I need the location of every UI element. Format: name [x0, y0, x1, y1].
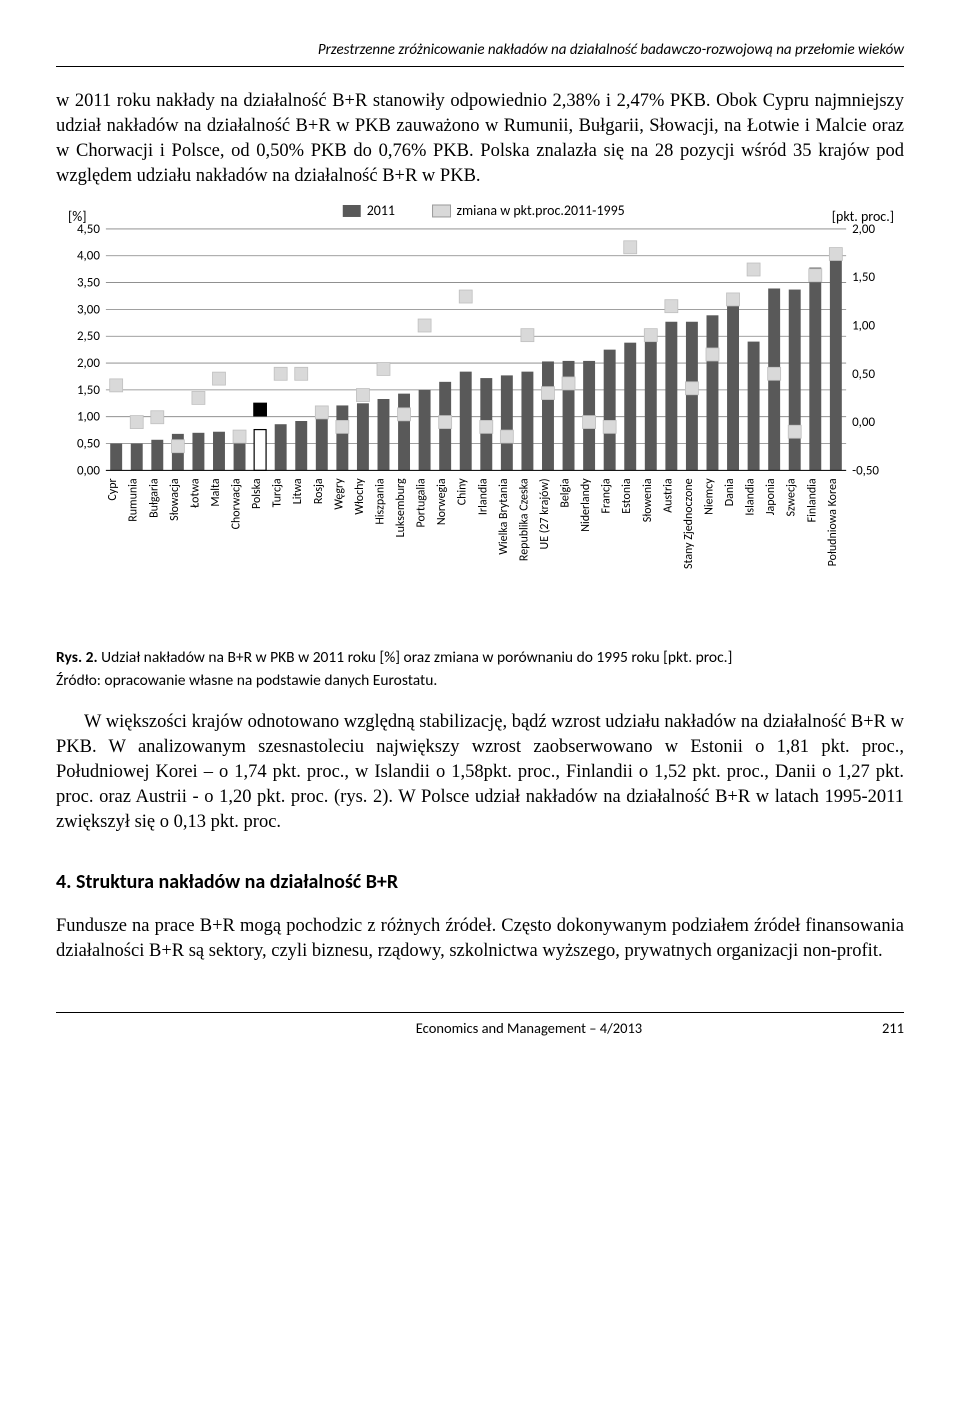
svg-text:0,50: 0,50: [77, 437, 100, 452]
svg-text:Wielka Brytania: Wielka Brytania: [497, 478, 511, 554]
svg-text:1,00: 1,00: [852, 319, 875, 334]
svg-text:Polska: Polska: [250, 478, 264, 509]
svg-text:Łotwa: Łotwa: [188, 478, 202, 508]
svg-text:2011: 2011: [367, 202, 395, 219]
svg-text:Dania: Dania: [723, 478, 737, 506]
svg-text:Rosja: Rosja: [312, 478, 326, 504]
svg-text:Bułgaria: Bułgaria: [147, 478, 161, 518]
section-heading-4: 4. Struktura nakładów na działalność B+R: [56, 869, 904, 896]
svg-text:3,00: 3,00: [77, 303, 100, 318]
svg-text:2,00: 2,00: [77, 356, 100, 371]
svg-text:Portugalia: Portugalia: [415, 478, 429, 527]
svg-text:Islandia: Islandia: [744, 478, 758, 515]
svg-text:Austria: Austria: [661, 478, 675, 512]
svg-text:1,50: 1,50: [852, 270, 875, 285]
svg-text:Niemcy: Niemcy: [702, 478, 716, 515]
paragraph-3: Fundusze na prace B+R mogą pochodzic z r…: [56, 914, 904, 964]
figure-caption: Rys. 2. Udział nakładów na B+R w PKB w 2…: [56, 648, 904, 669]
figure-2-chart: 4,504,003,503,002,502,001,501,000,500,00…: [56, 201, 904, 640]
svg-text:Hiszpania: Hiszpania: [373, 478, 387, 524]
svg-text:Niderlandy: Niderlandy: [579, 478, 593, 532]
svg-text:Finlandia: Finlandia: [805, 478, 819, 522]
svg-text:Rumunia: Rumunia: [127, 478, 141, 521]
svg-text:Słowenia: Słowenia: [641, 478, 655, 522]
paragraph-1: w 2011 roku nakłady na działalność B+R s…: [56, 89, 904, 189]
svg-text:1,00: 1,00: [77, 410, 100, 425]
caption-body: Udział nakładów na B+R w PKB w 2011 roku…: [98, 648, 733, 667]
svg-text:Luksemburg: Luksemburg: [394, 478, 408, 537]
figure-source: Źródło: opracowanie własne na podstawie …: [56, 671, 904, 692]
svg-text:Litwa: Litwa: [291, 478, 305, 504]
svg-text:[%]: [%]: [68, 208, 87, 225]
page-footer: Economics and Management – 4/2013 211: [56, 1012, 904, 1039]
svg-text:Szwecja: Szwecja: [785, 478, 799, 516]
svg-text:-0,50: -0,50: [852, 463, 879, 478]
chart-svg: 4,504,003,503,002,502,001,501,000,500,00…: [56, 201, 904, 640]
svg-text:0,00: 0,00: [77, 463, 100, 478]
svg-text:zmiana w pkt.proc.2011-1995: zmiana w pkt.proc.2011-1995: [456, 202, 624, 219]
svg-text:Francja: Francja: [600, 478, 614, 513]
footer-page: 211: [882, 1019, 904, 1039]
svg-text:Republika Czeska: Republika Czeska: [517, 478, 531, 561]
svg-text:3,50: 3,50: [77, 276, 100, 291]
svg-text:Malta: Malta: [209, 478, 223, 506]
svg-text:Japonia: Japonia: [764, 478, 778, 515]
svg-text:Stany Zjednoczone: Stany Zjednoczone: [682, 478, 696, 569]
svg-text:Belgia: Belgia: [559, 478, 573, 507]
svg-text:[pkt. proc.]: [pkt. proc.]: [832, 208, 894, 225]
svg-text:Estonia: Estonia: [620, 478, 634, 513]
paragraph-2: W większości krajów odnotowano względną …: [56, 710, 904, 835]
svg-text:4,00: 4,00: [77, 249, 100, 264]
caption-lead: Rys. 2.: [56, 648, 98, 667]
svg-text:1,50: 1,50: [77, 383, 100, 398]
svg-text:Turcja: Turcja: [271, 478, 285, 507]
svg-text:0,50: 0,50: [852, 367, 875, 382]
svg-text:0,00: 0,00: [852, 415, 875, 430]
svg-text:Węgry: Węgry: [332, 478, 346, 510]
svg-text:2,50: 2,50: [77, 329, 100, 344]
footer-journal: Economics and Management – 4/2013: [416, 1019, 642, 1039]
svg-text:Norwegia: Norwegia: [435, 478, 449, 525]
svg-text:Słowacja: Słowacja: [168, 478, 182, 521]
running-header: Przestrzenne zróżnicowanie nakładów na d…: [56, 40, 904, 67]
svg-text:Chorwacja: Chorwacja: [230, 478, 244, 529]
svg-text:Irlandia: Irlandia: [476, 478, 490, 515]
svg-text:Cypr: Cypr: [106, 478, 120, 500]
svg-text:Włochy: Włochy: [353, 478, 367, 515]
svg-text:UE (27 krajów): UE (27 krajów): [538, 478, 552, 549]
svg-text:Południowa Korea: Południowa Korea: [826, 478, 840, 566]
svg-text:Chiny: Chiny: [456, 478, 470, 505]
